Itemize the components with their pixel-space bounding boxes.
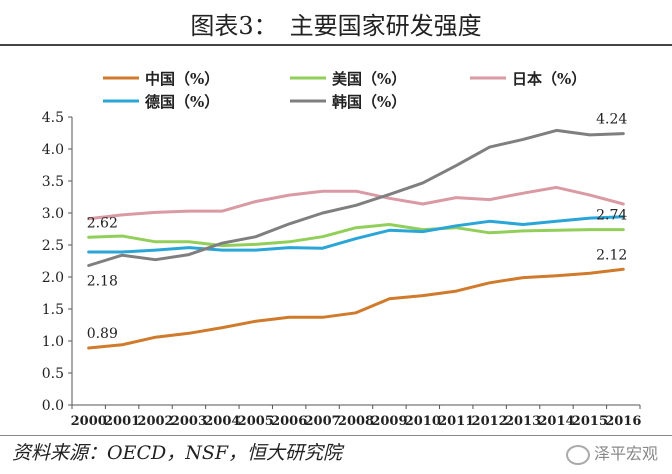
series-line — [87, 185, 625, 221]
x-tick-label: 2015 — [572, 414, 608, 429]
x-tick-label: 2007 — [304, 414, 340, 429]
y-tick-label: 0.5 — [42, 366, 64, 382]
legend-label: 德国（%） — [145, 93, 219, 111]
data-label: 2.62 — [87, 215, 118, 231]
x-tick-label: 2013 — [505, 414, 541, 429]
y-tick-label: 4.0 — [42, 142, 64, 158]
legend-label: 中国（%） — [145, 70, 219, 88]
legend-label: 韩国（%） — [332, 93, 406, 111]
legend-label: 日本（%） — [512, 70, 586, 88]
y-tick-label: 1.5 — [42, 302, 64, 318]
x-tick-label: 2016 — [605, 414, 641, 429]
y-tick-label: 2.5 — [42, 238, 64, 254]
series-line — [87, 128, 625, 267]
x-tick-label: 2002 — [137, 414, 173, 429]
x-tick-label: 2009 — [371, 414, 407, 429]
x-tick-label: 2011 — [438, 414, 474, 429]
x-tick-label: 2001 — [104, 414, 140, 429]
x-tick-label: 2014 — [538, 414, 574, 429]
title-divider — [0, 44, 672, 46]
x-tick-label: 2008 — [338, 414, 374, 429]
data-label: 4.24 — [596, 112, 627, 128]
y-tick-label: 0.0 — [42, 398, 64, 414]
data-label: 2.18 — [87, 273, 118, 289]
x-tick-label: 2003 — [171, 414, 207, 429]
legend-label: 美国（%） — [332, 70, 406, 88]
x-tick-label: 2000 — [71, 414, 107, 429]
y-tick-label: 3.0 — [42, 206, 64, 222]
watermark-text: 泽平宏观 — [593, 444, 658, 463]
y-tick-label: 1.0 — [42, 334, 64, 350]
x-tick-label: 2006 — [271, 414, 307, 429]
data-label: 2.12 — [596, 247, 627, 263]
line-chart: 0.00.51.01.52.02.53.03.54.04.52000200120… — [42, 70, 642, 429]
series-line — [87, 215, 625, 254]
x-tick-label: 2012 — [472, 414, 508, 429]
x-tick-label: 2005 — [238, 414, 274, 429]
y-tick-label: 4.5 — [42, 110, 64, 126]
data-label: 0.89 — [87, 326, 118, 342]
series-line — [87, 267, 625, 350]
y-tick-label: 3.5 — [42, 174, 64, 190]
source-note: 资料来源：OECD，NSF，恒大研究院 — [12, 442, 343, 464]
x-tick-label: 2004 — [204, 414, 240, 429]
footer-divider — [0, 435, 672, 436]
x-tick-label: 2010 — [405, 414, 441, 429]
watermark: 泽平宏观 — [565, 440, 658, 465]
wechat-icon — [565, 444, 590, 465]
data-label: 2.74 — [596, 208, 627, 224]
y-tick-label: 2.0 — [42, 270, 64, 286]
series-line — [87, 223, 625, 248]
chart-title: 图表3： 主要国家研发强度 — [190, 12, 482, 40]
